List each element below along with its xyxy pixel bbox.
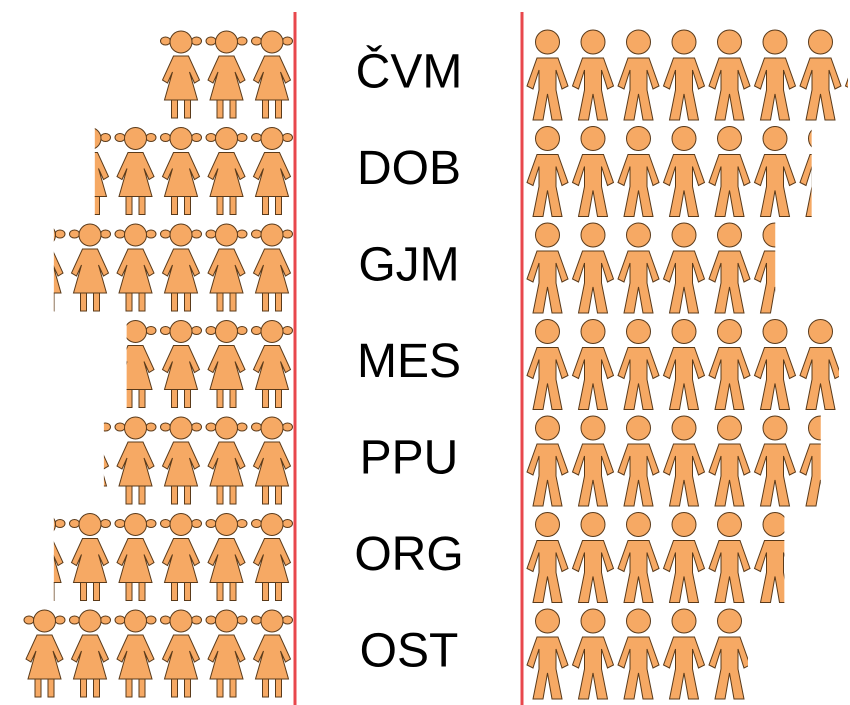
category-label: PPU <box>360 432 459 485</box>
female-bar <box>70 128 293 215</box>
category-label: MES <box>357 335 461 388</box>
male-bar <box>527 416 841 506</box>
male-bar <box>527 223 796 313</box>
female-bar <box>24 514 293 601</box>
male-bar <box>527 30 850 120</box>
category-label: ORG <box>354 528 463 581</box>
category-label: OST <box>360 625 459 678</box>
female-bar <box>70 417 293 504</box>
female-bar <box>24 610 293 697</box>
chart: ČVM DOB GJM MES PPU ORG OST <box>0 0 850 705</box>
category-label: ČVM <box>356 45 463 99</box>
category-label: DOB <box>357 142 461 195</box>
category-label: GJM <box>358 239 459 292</box>
female-bar <box>24 224 293 311</box>
male-bar <box>527 127 841 217</box>
female-bar <box>115 321 293 408</box>
male-bar <box>527 320 841 410</box>
female-bar <box>161 31 293 118</box>
male-bar <box>527 513 796 603</box>
male-bar <box>527 609 750 699</box>
